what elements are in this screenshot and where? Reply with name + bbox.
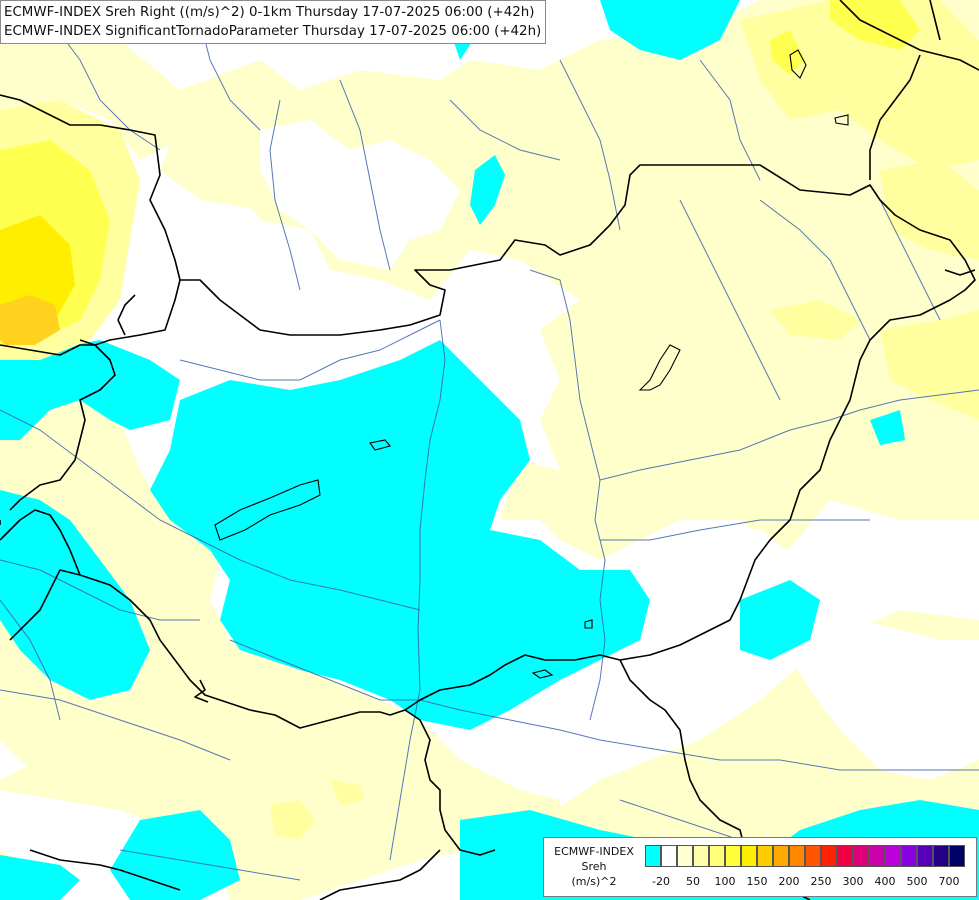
legend-swatch [725, 845, 741, 867]
legend-swatch [901, 845, 917, 867]
legend-swatch [661, 845, 677, 867]
legend-model: ECMWF-INDEX [554, 845, 634, 858]
legend-swatch [693, 845, 709, 867]
map-title-box: ECMWF-INDEX Sreh Right ((m/s)^2) 0-1km T… [0, 0, 547, 44]
legend-tick-label: -20 [652, 875, 670, 888]
legend-swatch [885, 845, 901, 867]
legend-swatch [773, 845, 789, 867]
legend-swatch [933, 845, 949, 867]
legend-tick-label: 300 [842, 875, 864, 888]
legend-swatch [821, 845, 837, 867]
legend-tick-label: 50 [686, 875, 700, 888]
legend-swatch [741, 845, 757, 867]
legend-swatch [709, 845, 725, 867]
legend-swatch [757, 845, 773, 867]
legend-swatch [677, 845, 693, 867]
legend-swatch [789, 845, 805, 867]
legend-tick-label: 250 [810, 875, 832, 888]
legend-swatch [869, 845, 885, 867]
legend-swatch [853, 845, 869, 867]
legend-tick-label: 400 [874, 875, 896, 888]
legend-tick-label: 700 [938, 875, 960, 888]
rivers [0, 19, 979, 881]
color-legend: ECMWF-INDEX Sreh (m/s)^2 -20 50 100 150 200 2… [543, 837, 977, 897]
white-gaps [0, 120, 979, 880]
legend-swatch [645, 845, 661, 867]
lakes [214, 49, 849, 679]
legend-swatch [805, 845, 821, 867]
legend-unit: (m/s)^2 [571, 875, 617, 888]
bright-yellow-zones [0, 0, 920, 345]
legend-swatch [917, 845, 933, 867]
legend-label: ECMWF-INDEX Sreh (m/s)^2 [548, 844, 640, 889]
title-line-2: ECMWF-INDEX SignificantTornadoParameter … [4, 24, 542, 39]
title-line-1: ECMWF-INDEX Sreh Right ((m/s)^2) 0-1km T… [4, 5, 535, 20]
legend-tick-label: 200 [778, 875, 800, 888]
legend-swatch [949, 845, 965, 867]
legend-variable: Sreh [581, 860, 607, 873]
legend-tick-label: 150 [746, 875, 768, 888]
legend-tick-label: 100 [714, 875, 736, 888]
legend-tick-label: 500 [906, 875, 928, 888]
legend-swatch [837, 845, 853, 867]
